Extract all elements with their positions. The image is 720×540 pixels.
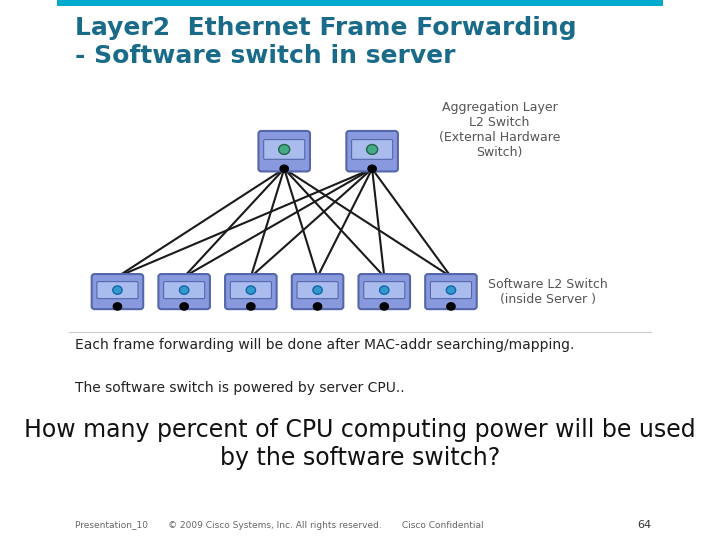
Circle shape xyxy=(179,302,189,310)
Circle shape xyxy=(367,164,377,173)
Circle shape xyxy=(279,145,289,154)
Text: Layer2  Ethernet Frame Forwarding
- Software switch in server: Layer2 Ethernet Frame Forwarding - Softw… xyxy=(75,16,577,68)
FancyBboxPatch shape xyxy=(346,131,398,172)
FancyBboxPatch shape xyxy=(57,0,663,6)
Text: Each frame forwarding will be done after MAC-addr searching/mapping.: Each frame forwarding will be done after… xyxy=(75,338,575,352)
FancyBboxPatch shape xyxy=(359,274,410,309)
FancyBboxPatch shape xyxy=(158,274,210,309)
Circle shape xyxy=(112,302,122,310)
Circle shape xyxy=(379,302,389,310)
Circle shape xyxy=(366,145,378,154)
Circle shape xyxy=(379,286,389,294)
Circle shape xyxy=(279,164,289,173)
Circle shape xyxy=(313,286,323,294)
FancyBboxPatch shape xyxy=(351,140,392,159)
Circle shape xyxy=(446,302,456,310)
Text: Software L2 Switch
(inside Server ): Software L2 Switch (inside Server ) xyxy=(488,278,608,306)
Circle shape xyxy=(446,286,456,294)
FancyBboxPatch shape xyxy=(230,281,271,299)
FancyBboxPatch shape xyxy=(258,131,310,172)
FancyBboxPatch shape xyxy=(431,281,472,299)
Circle shape xyxy=(246,286,256,294)
FancyBboxPatch shape xyxy=(97,281,138,299)
Text: The software switch is powered by server CPU..: The software switch is powered by server… xyxy=(75,381,405,395)
Text: Aggregation Layer
L2 Switch
(External Hardware
Switch): Aggregation Layer L2 Switch (External Ha… xyxy=(438,100,560,159)
FancyBboxPatch shape xyxy=(91,274,143,309)
Text: Presentation_10       © 2009 Cisco Systems, Inc. All rights reserved.       Cisc: Presentation_10 © 2009 Cisco Systems, In… xyxy=(75,521,484,530)
FancyBboxPatch shape xyxy=(297,281,338,299)
Circle shape xyxy=(179,286,189,294)
Text: How many percent of CPU computing power will be used
by the software switch?: How many percent of CPU computing power … xyxy=(24,418,696,470)
FancyBboxPatch shape xyxy=(264,140,305,159)
FancyBboxPatch shape xyxy=(292,274,343,309)
Text: 64: 64 xyxy=(637,520,651,530)
FancyBboxPatch shape xyxy=(426,274,477,309)
FancyBboxPatch shape xyxy=(163,281,204,299)
Circle shape xyxy=(246,302,256,310)
FancyBboxPatch shape xyxy=(225,274,276,309)
Circle shape xyxy=(113,286,122,294)
Circle shape xyxy=(312,302,323,310)
FancyBboxPatch shape xyxy=(364,281,405,299)
